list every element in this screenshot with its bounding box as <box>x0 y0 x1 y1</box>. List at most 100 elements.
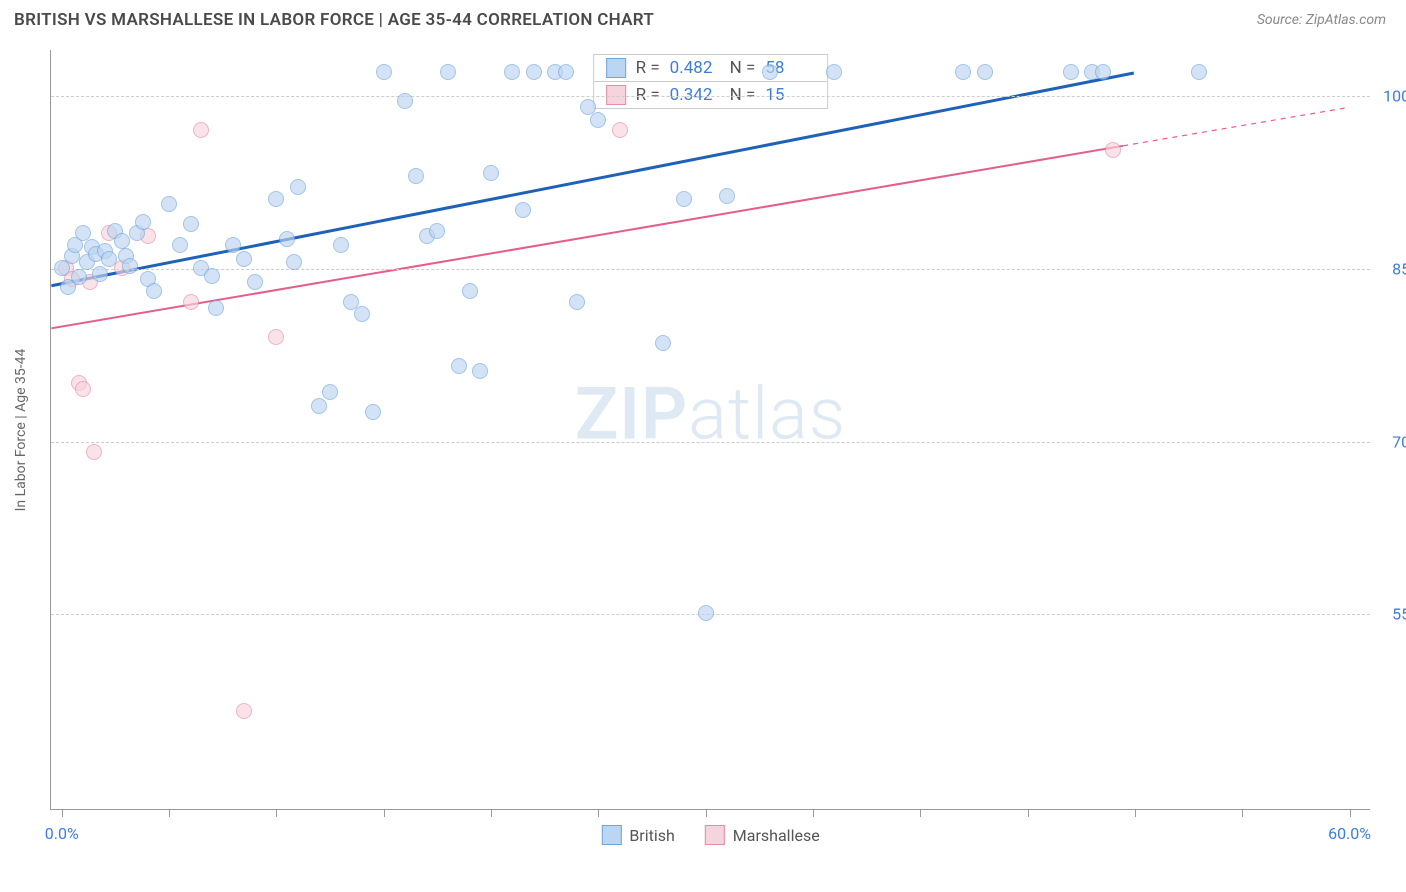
british-data-point <box>161 196 177 212</box>
y-axis-label: In Labor Force | Age 35-44 <box>13 348 29 511</box>
british-data-point <box>590 112 606 128</box>
british-data-point <box>408 168 424 184</box>
british-data-point <box>225 237 241 253</box>
x-tick-mark <box>813 809 814 817</box>
y-tick-label: 55.0% <box>1392 605 1406 624</box>
series-legend: British Marshallese <box>601 825 819 845</box>
british-data-point <box>655 335 671 351</box>
british-data-point <box>676 191 692 207</box>
british-data-point <box>955 64 971 80</box>
british-data-point <box>92 266 108 282</box>
british-data-point <box>333 237 349 253</box>
british-stats-row: R = 0.482 N = 58 <box>594 55 828 81</box>
british-data-point <box>698 605 714 621</box>
british-data-point <box>286 254 302 270</box>
gridline-horizontal <box>51 442 1370 443</box>
gridline-horizontal <box>51 96 1370 97</box>
british-data-point <box>472 363 488 379</box>
british-data-point <box>397 93 413 109</box>
british-data-point <box>762 64 778 80</box>
british-data-point <box>515 202 531 218</box>
x-tick-mark <box>920 809 921 817</box>
marshallese-data-point <box>236 703 252 719</box>
british-data-point <box>101 251 117 267</box>
marshallese-data-point <box>1105 142 1121 158</box>
marshallese-stats-row: R = 0.342 N = 15 <box>594 81 828 108</box>
x-tick-label: 60.0% <box>1328 824 1371 843</box>
x-tick-mark <box>1135 809 1136 817</box>
british-legend-swatch-icon <box>601 825 621 845</box>
n-label: N = <box>730 85 756 105</box>
british-data-point <box>290 179 306 195</box>
british-data-point <box>247 274 263 290</box>
british-data-point <box>451 358 467 374</box>
british-data-point <box>826 64 842 80</box>
x-tick-mark <box>1028 809 1029 817</box>
marshallese-data-point <box>612 122 628 138</box>
legend-item-british: British <box>601 825 674 845</box>
british-data-point <box>71 269 87 285</box>
british-data-point <box>183 216 199 232</box>
x-tick-mark <box>169 809 170 817</box>
british-data-point <box>429 223 445 239</box>
british-data-point <box>311 398 327 414</box>
source-label: Source: ZipAtlas.com <box>1257 12 1386 28</box>
marshallese-data-point <box>75 381 91 397</box>
marshallese-data-point <box>183 294 199 310</box>
british-data-point <box>569 294 585 310</box>
british-data-point <box>279 231 295 247</box>
british-swatch-icon <box>606 58 626 78</box>
british-data-point <box>1063 64 1079 80</box>
british-data-point <box>462 283 478 299</box>
british-data-point <box>1095 64 1111 80</box>
british-data-point <box>365 404 381 420</box>
scatter-chart: In Labor Force | Age 35-44 ZIPatlas R = … <box>50 50 1370 810</box>
r-label: R = <box>636 58 660 78</box>
marshallese-n-value: 15 <box>765 85 815 105</box>
legend-item-marshallese: Marshallese <box>705 825 820 845</box>
marshallese-r-value: 0.342 <box>670 85 720 105</box>
marshallese-regression-line-extrapolated <box>1123 108 1348 146</box>
british-data-point <box>440 64 456 80</box>
y-tick-label: 100.0% <box>1383 87 1406 106</box>
british-legend-label: British <box>629 826 674 845</box>
x-tick-label: 0.0% <box>45 824 79 843</box>
british-data-point <box>376 64 392 80</box>
british-data-point <box>719 188 735 204</box>
british-r-value: 0.482 <box>670 58 720 78</box>
british-data-point <box>580 99 596 115</box>
x-tick-mark <box>706 809 707 817</box>
british-data-point <box>354 306 370 322</box>
marshallese-swatch-icon <box>606 85 626 105</box>
y-tick-label: 70.0% <box>1392 432 1406 451</box>
x-tick-mark <box>384 809 385 817</box>
british-data-point <box>504 64 520 80</box>
marshallese-data-point <box>193 122 209 138</box>
r-label: R = <box>636 85 660 105</box>
british-data-point <box>172 237 188 253</box>
british-data-point <box>208 300 224 316</box>
chart-title: BRITISH VS MARSHALLESE IN LABOR FORCE | … <box>14 10 654 30</box>
x-tick-mark <box>491 809 492 817</box>
x-tick-mark <box>62 809 63 817</box>
british-data-point <box>1191 64 1207 80</box>
british-data-point <box>204 268 220 284</box>
marshallese-legend-swatch-icon <box>705 825 725 845</box>
marshallese-legend-label: Marshallese <box>733 826 820 845</box>
x-tick-mark <box>598 809 599 817</box>
british-data-point <box>236 251 252 267</box>
gridline-horizontal <box>51 269 1370 270</box>
british-data-point <box>558 64 574 80</box>
regression-lines <box>51 50 1370 809</box>
british-data-point <box>268 191 284 207</box>
british-data-point <box>977 64 993 80</box>
marshallese-data-point <box>268 329 284 345</box>
x-tick-mark <box>276 809 277 817</box>
british-data-point <box>526 64 542 80</box>
correlation-stats-box: R = 0.482 N = 58 R = 0.342 N = 15 <box>593 54 829 109</box>
british-data-point <box>483 165 499 181</box>
british-data-point <box>114 233 130 249</box>
n-label: N = <box>730 58 756 78</box>
british-data-point <box>135 214 151 230</box>
x-tick-mark <box>1242 809 1243 817</box>
